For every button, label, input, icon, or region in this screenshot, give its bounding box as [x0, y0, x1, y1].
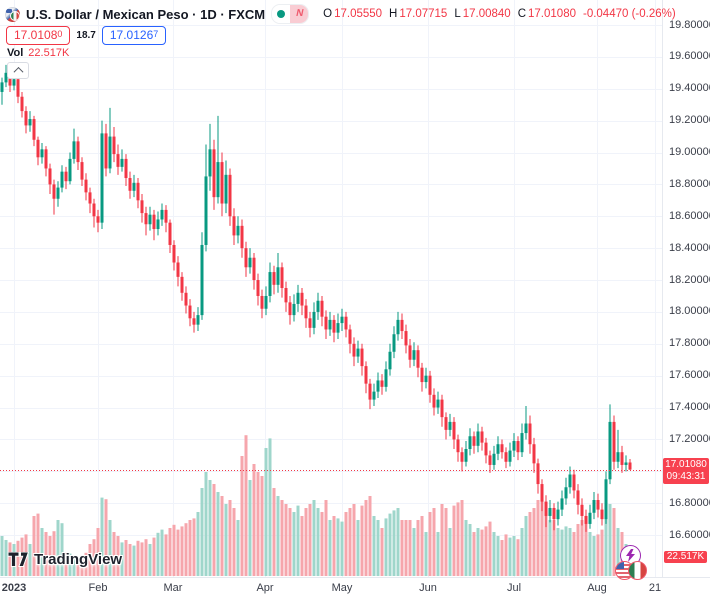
bid-price-button[interactable]: 17.01080	[6, 26, 71, 45]
candlestick-series	[0, 64, 632, 532]
high-label: H	[389, 8, 398, 20]
volume-axis-label: 22.517K	[664, 551, 707, 563]
close-value: 17.01080	[528, 8, 576, 20]
legend-toggle-pill[interactable]: N	[271, 4, 310, 24]
chevron-up-icon	[13, 66, 23, 77]
price-axis-label: 18.00000	[669, 305, 710, 318]
time-axis-label: Apr	[256, 582, 274, 594]
grid-lines	[0, 0, 662, 577]
time-axis-label: Feb	[88, 582, 108, 594]
lightning-bolt-icon	[626, 549, 635, 562]
price-axis-label: 16.80000	[669, 496, 710, 509]
close-label: C	[517, 8, 527, 20]
price-axis-label: 18.20000	[669, 273, 710, 286]
change-value: -0.04470 (-0.26%)	[582, 8, 676, 20]
spread-value: 18.7	[76, 30, 96, 41]
open-value: 17.05550	[334, 8, 383, 20]
high-value: 17.07715	[399, 8, 448, 20]
time-axis-label: 21	[648, 582, 662, 594]
collapse-legend-button[interactable]	[7, 62, 29, 79]
currency-flags-button[interactable]	[615, 561, 649, 580]
price-axis-label: 19.80000	[669, 18, 710, 31]
price-axis-label: 17.40000	[669, 401, 710, 414]
volume-label: Vol	[7, 47, 24, 59]
lightning-reaction-button[interactable]	[620, 545, 641, 566]
tradingview-mark-icon	[8, 552, 29, 567]
mx-flag-icon	[628, 561, 647, 580]
price-axis-label: 18.80000	[669, 177, 710, 190]
price-axis-label: 18.40000	[669, 241, 710, 254]
open-label: O	[323, 8, 333, 20]
price-axis-label: 16.60000	[669, 528, 710, 541]
price-axis-label: 19.20000	[669, 114, 710, 127]
symbol-legend: U.S. Dollar / Mexican Peso · 1D · FXCM N…	[5, 4, 676, 24]
time-axis-label: Aug	[587, 582, 607, 594]
market-status-dot-icon[interactable]	[272, 5, 291, 23]
volume-value: 22.517K	[28, 47, 70, 59]
price-axis-label: 19.40000	[669, 82, 710, 95]
time-axis-label: 2023	[1, 582, 27, 594]
time-axis-label: Jul	[506, 582, 522, 594]
bar-countdown: 09:43:31	[666, 470, 706, 482]
price-axis-label: 19.60000	[669, 50, 710, 63]
low-label: L	[454, 8, 461, 20]
time-axis-label: Jun	[419, 582, 437, 594]
price-axis-label: 17.20000	[669, 432, 710, 445]
price-axis[interactable]: 19.80000 19.60000 19.40000 19.20000 19.00000…	[662, 0, 710, 577]
price-axis-label: 19.00000	[669, 146, 710, 159]
time-axis[interactable]: 2023 Feb Mar Apr May Jun Jul Aug 21	[0, 577, 710, 601]
symbol-pair-flag-icon	[5, 6, 20, 22]
volume-legend: Vol 22.517K	[7, 47, 69, 59]
time-axis-label: May	[331, 582, 353, 594]
symbol-title[interactable]: U.S. Dollar / Mexican Peso · 1D · FXCM	[26, 6, 266, 22]
last-price-value: 17.01080	[665, 458, 707, 470]
volume-series	[0, 435, 632, 576]
time-axis-label: Mar	[163, 582, 183, 594]
low-value: 17.00840	[462, 8, 511, 20]
price-axis-label: 17.60000	[669, 369, 710, 382]
tradingview-logo[interactable]: TradingView	[8, 551, 122, 568]
news-badge-icon[interactable]: N	[290, 5, 309, 23]
price-axis-label: 17.80000	[669, 337, 710, 350]
last-price-axis-label: 17.01080 09:43:31	[663, 457, 709, 484]
price-axis-label: 18.60000	[669, 209, 710, 222]
bid-ask-row: 17.01080 18.7 17.01267	[6, 26, 167, 45]
chart-canvas[interactable]	[0, 0, 662, 577]
tradingview-wordmark: TradingView	[34, 551, 123, 568]
ohlc-readout: O 17.05550 H 17.07715 L 17.00840 C 17.01080 …	[323, 8, 676, 20]
ask-price-button[interactable]: 17.01267	[101, 26, 167, 45]
